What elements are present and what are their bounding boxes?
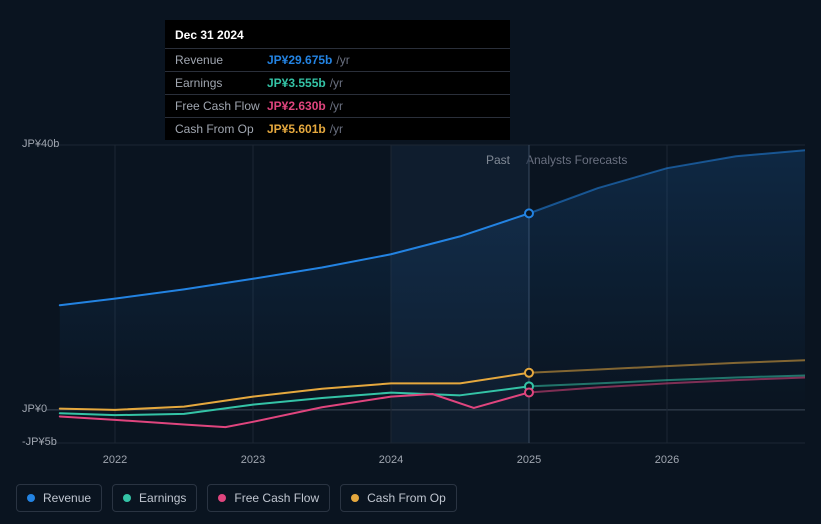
legend-dot-icon (351, 494, 359, 502)
tooltip-row-label: Free Cash Flow (175, 99, 267, 113)
tooltip-row-value: JP¥29.675b (267, 53, 332, 67)
tooltip-row-unit: /yr (336, 53, 349, 67)
tooltip-row-value: JP¥3.555b (267, 76, 326, 90)
tooltip-row-label: Revenue (175, 53, 267, 67)
chart-svg (16, 125, 805, 445)
y-axis-label: JP¥0 (22, 403, 47, 415)
chart-legend: Revenue Earnings Free Cash Flow Cash From O… (16, 484, 457, 512)
legend-item-label: Free Cash Flow (234, 491, 319, 505)
y-axis-label: -JP¥5b (22, 436, 57, 448)
tooltip-row-unit: /yr (330, 76, 343, 90)
legend-item-label: Cash From Op (367, 491, 446, 505)
legend-item-cash_from_op[interactable]: Cash From Op (340, 484, 457, 512)
x-axis-label: 2026 (655, 454, 679, 466)
tooltip-row: Free Cash FlowJP¥2.630b/yr (165, 94, 510, 117)
tooltip-row: RevenueJP¥29.675b/yr (165, 48, 510, 71)
legend-dot-icon (27, 494, 35, 502)
legend-item-free_cash_flow[interactable]: Free Cash Flow (207, 484, 330, 512)
x-axis-label: 2022 (103, 454, 127, 466)
tooltip-date: Dec 31 2024 (165, 20, 510, 48)
tooltip-row-value: JP¥2.630b (267, 99, 326, 113)
legend-item-earnings[interactable]: Earnings (112, 484, 197, 512)
financial-chart[interactable]: Past Analysts Forecasts JP¥40bJP¥0-JP¥5b… (16, 125, 805, 445)
y-axis-label: JP¥40b (22, 138, 59, 150)
legend-item-label: Earnings (139, 491, 186, 505)
legend-dot-icon (123, 494, 131, 502)
x-axis-label: 2023 (241, 454, 265, 466)
chart-container: Dec 31 2024 RevenueJP¥29.675b/yrEarnings… (0, 0, 821, 524)
tooltip-row-label: Earnings (175, 76, 267, 90)
tooltip-row: EarningsJP¥3.555b/yr (165, 71, 510, 94)
x-axis-label: 2025 (517, 454, 541, 466)
tooltip-row-unit: /yr (330, 99, 343, 113)
legend-item-label: Revenue (43, 491, 91, 505)
legend-item-revenue[interactable]: Revenue (16, 484, 102, 512)
hover-tooltip: Dec 31 2024 RevenueJP¥29.675b/yrEarnings… (165, 20, 510, 140)
x-axis-label: 2024 (379, 454, 403, 466)
legend-dot-icon (218, 494, 226, 502)
